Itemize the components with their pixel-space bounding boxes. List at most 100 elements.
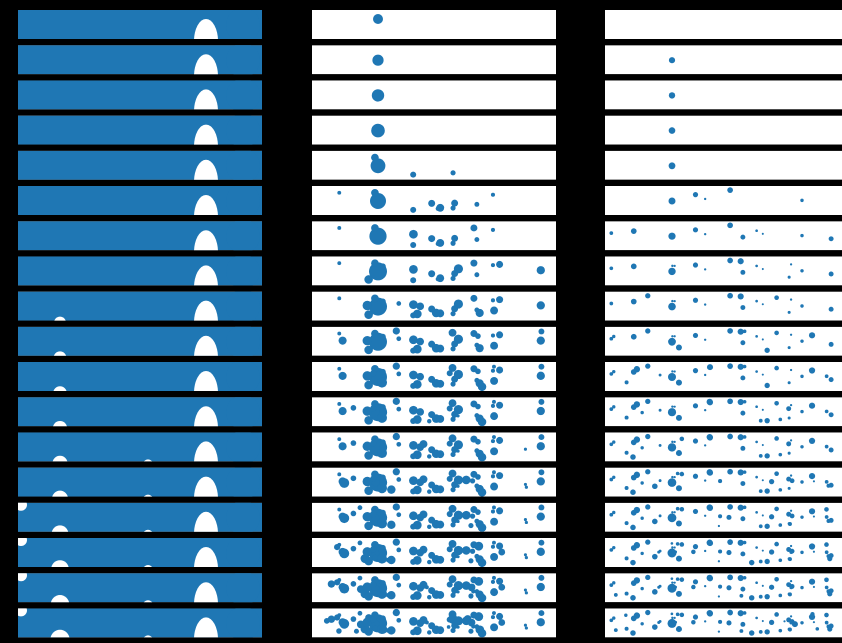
dot [761,232,764,235]
dot [524,626,528,630]
dot [778,488,783,492]
dot [364,627,373,636]
dot [755,546,758,549]
dot [450,346,456,352]
dot [379,443,388,452]
dot [409,514,413,518]
dot [450,205,456,211]
dot [371,188,379,197]
dot [624,626,629,631]
dot [350,440,357,446]
dot [812,515,815,518]
dot [824,585,829,590]
dot [339,583,350,594]
dot [787,627,792,632]
dot [630,489,636,495]
dot [668,57,676,64]
blob-fill [18,256,262,286]
gap [51,595,69,603]
panel [18,467,262,497]
dot [379,408,388,417]
gap [54,316,66,321]
dot [630,263,637,270]
blob [226,362,260,391]
dot [409,338,413,342]
dot [789,544,793,548]
dot [674,550,678,554]
dot [787,521,792,526]
dot [692,508,699,515]
dot [755,581,758,585]
dot [448,540,457,548]
dot [450,487,456,493]
dot [808,543,816,550]
dot [470,294,478,302]
dot [675,590,682,597]
dot [337,331,342,336]
dot [824,409,829,414]
dot [419,616,428,625]
dot [768,514,775,520]
gap [144,565,152,567]
dot [717,524,721,528]
dot [612,581,616,585]
dot [490,509,496,514]
dot [808,367,816,374]
dot [675,577,680,581]
dot [774,295,779,301]
dot [450,627,456,634]
dot [364,521,373,531]
dot [740,621,746,627]
dot [353,628,359,634]
dot [536,301,545,310]
gap [53,386,67,391]
dot [768,549,775,555]
dot [674,620,678,624]
dot [703,408,707,412]
dot [761,338,764,341]
dot [740,410,746,416]
dot [409,549,413,553]
dot [435,488,441,493]
dot [474,342,480,348]
dot [673,335,676,338]
dot [652,553,658,560]
dot [451,340,459,348]
dot [469,513,476,519]
blob-fill [18,467,262,497]
dot [387,555,396,565]
dot [748,559,755,566]
dot [410,629,417,636]
dot [742,575,747,580]
dot [667,478,677,487]
dot [718,479,723,484]
dot [808,437,816,445]
dot [727,468,733,475]
dot [778,593,783,598]
dot [787,310,791,314]
dot [446,405,453,412]
dot [675,506,680,511]
dot [409,370,418,380]
dot [451,305,459,313]
blob [226,80,260,110]
dot [800,233,804,238]
dot [740,516,746,522]
dot [778,452,783,457]
dot [350,510,357,517]
dot [764,523,770,529]
dot [396,336,402,342]
panel [18,326,262,356]
dot [336,628,342,634]
dot [808,578,816,585]
dot [461,510,471,520]
dot [396,512,402,518]
dot [428,235,436,243]
dot [370,616,377,623]
blob-fill [18,362,262,391]
dot [362,476,373,487]
dot [490,227,496,232]
dot [778,523,783,527]
dot [448,575,457,584]
dot [327,580,336,588]
